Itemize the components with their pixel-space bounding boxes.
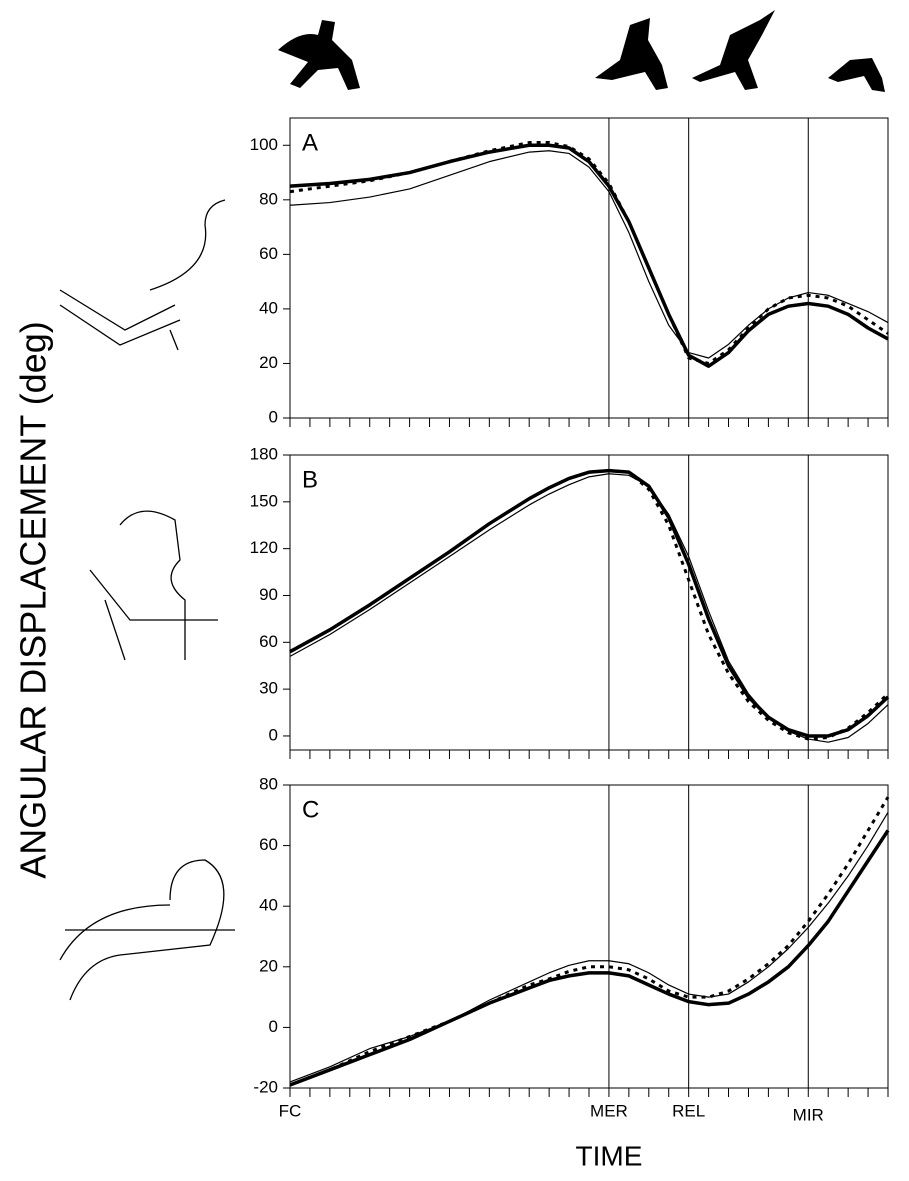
- y-tick-label: 40: [259, 298, 278, 317]
- plot-frame: [289, 784, 889, 1089]
- sketch: [59, 859, 235, 1001]
- pitcher-icon: [692, 10, 775, 90]
- x-tick-label: MIR: [793, 1105, 824, 1124]
- series-line: [289, 473, 889, 743]
- y-tick-label: -20: [253, 1077, 278, 1096]
- y-tick-label: 40: [259, 896, 278, 915]
- y-tick-label: 20: [259, 956, 278, 975]
- pitcher-icon: [828, 58, 885, 92]
- y-tick-label: 150: [250, 491, 278, 510]
- sketch: [89, 510, 218, 661]
- sketch: [59, 199, 226, 351]
- y-axis-title: ANGULAR DISPLACEMENT (deg): [13, 321, 54, 879]
- y-tick-label: 60: [259, 632, 278, 651]
- series-line: [289, 829, 890, 1087]
- y-tick-label: 60: [259, 835, 278, 854]
- y-tick-label: 0: [269, 725, 278, 744]
- series-line: [289, 150, 889, 359]
- y-tick-label: 60: [259, 244, 278, 263]
- y-tick-label: 90: [259, 585, 278, 604]
- illustrations: [278, 10, 885, 92]
- y-tick-label: 80: [259, 189, 278, 208]
- x-tick-label: REL: [672, 1101, 705, 1120]
- y-tick-label: 0: [269, 407, 278, 426]
- panel-label: B: [302, 466, 318, 493]
- y-tick-label: 80: [259, 774, 278, 793]
- series-line: [289, 469, 890, 741]
- y-tick-label: 120: [250, 538, 278, 557]
- x-tick-label: FC: [279, 1101, 302, 1120]
- x-axis-title: TIME: [576, 1140, 643, 1171]
- series-line: [289, 811, 889, 1083]
- pitcher-icon: [595, 18, 668, 90]
- y-tick-label: 30: [259, 679, 278, 698]
- y-tick-label: 20: [259, 353, 278, 372]
- y-tick-label: 180: [250, 444, 278, 463]
- series-line: [289, 796, 890, 1087]
- panel-label: C: [302, 796, 319, 823]
- x-tick-label: MER: [590, 1101, 628, 1120]
- series-line: [289, 141, 889, 365]
- arm-sketches: [59, 199, 235, 1001]
- panel-label: A: [302, 129, 318, 156]
- pitcher-icon: [278, 20, 360, 90]
- y-tick-label: 0: [269, 1017, 278, 1036]
- y-tick-label: 100: [250, 135, 278, 154]
